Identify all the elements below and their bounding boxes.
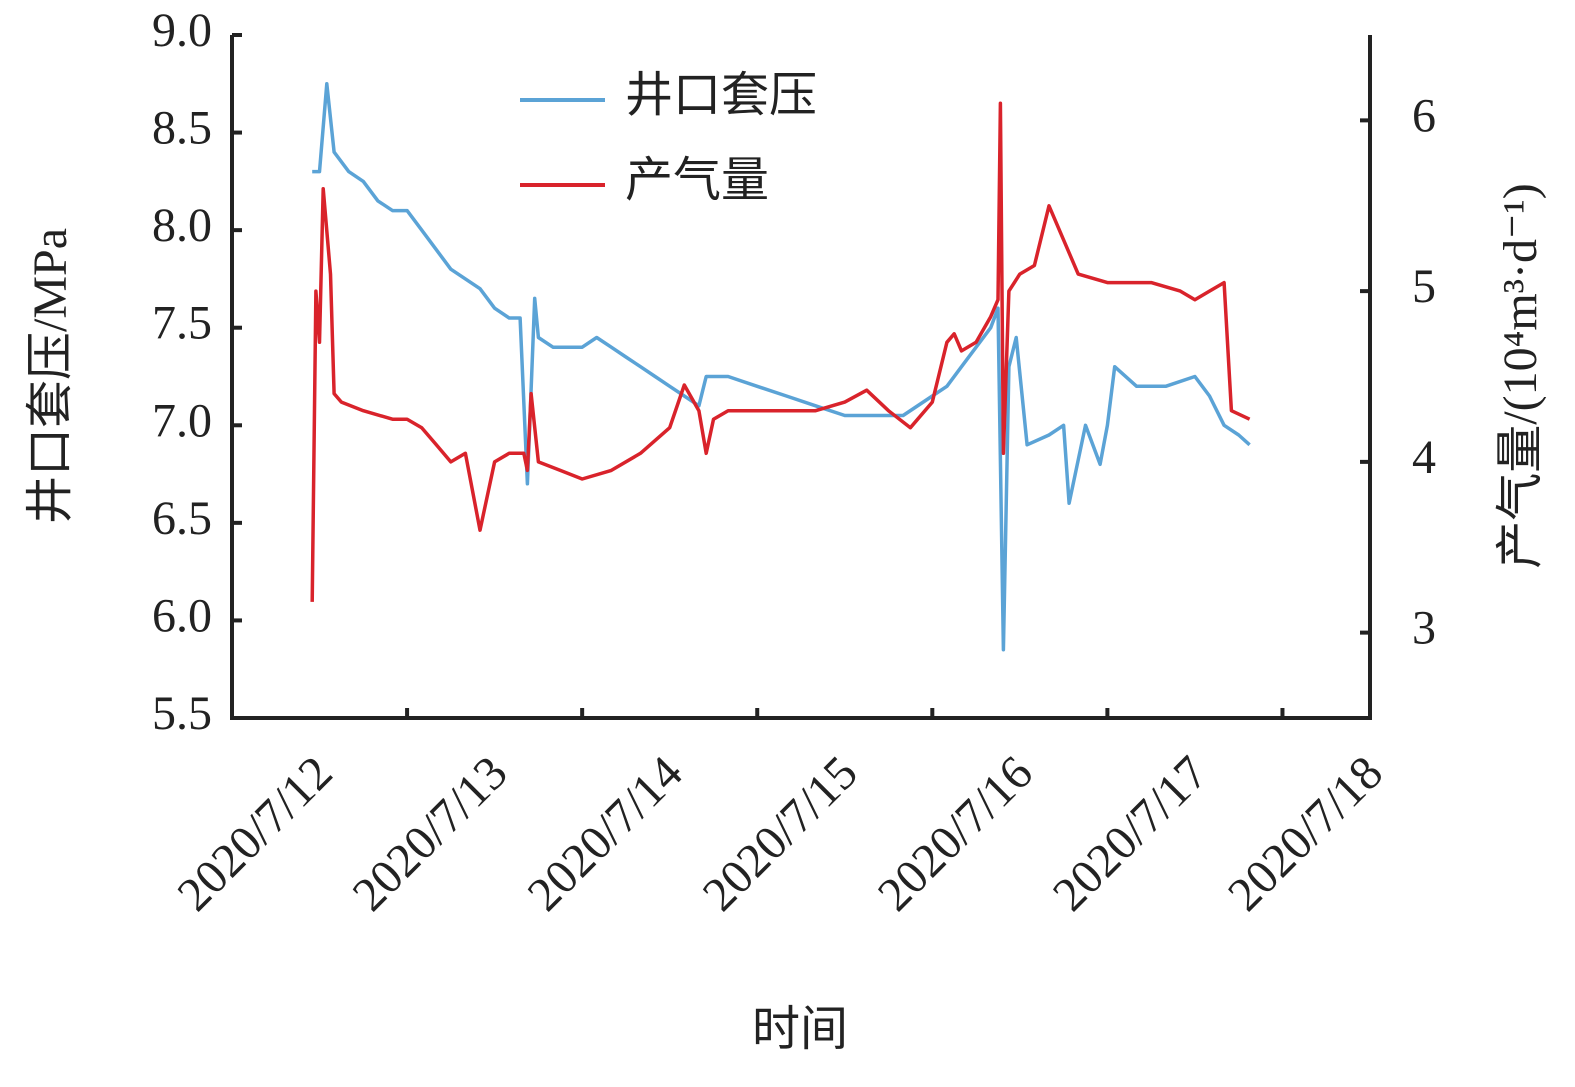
y-tick-label: 7.5 [152,297,212,350]
y-tick-label: 7.0 [152,394,212,447]
y-tick-label: 5.5 [152,687,212,740]
x-tick-label: 2020/7/16 [868,746,1043,921]
y-tick-label: 8.5 [152,102,212,155]
x-axis-label: 时间 [752,1003,848,1056]
y2-tick-label: 5 [1412,260,1436,313]
series-line [312,82,1251,652]
x-tick-label: 2020/7/14 [518,746,693,921]
axis-frame [230,35,1372,720]
y2-tick-label: 4 [1412,431,1436,484]
x-tick-label: 2020/7/15 [693,746,868,921]
y-tick-label: 6.5 [152,492,212,545]
y-tick-label: 6.0 [152,589,212,642]
x-tick-label: 2020/7/17 [1043,746,1218,921]
y-axis-label: 井口套压/MPa [24,228,77,524]
x-tick-label: 2020/7/12 [167,746,342,921]
legend-label: 产气量 [625,154,769,207]
y-tick-label: 8.0 [152,199,212,252]
y-tick-label: 9.0 [152,4,212,57]
series-line [310,101,1251,602]
y2-axis-label: 产气量/(10⁴m³·d⁻¹) [1494,183,1547,568]
x-tick-label: 2020/7/18 [1218,746,1393,921]
x-tick-label: 2020/7/13 [343,746,518,921]
legend-label: 井口套压 [625,69,817,122]
y2-tick-label: 6 [1412,89,1436,142]
y2-tick-label: 3 [1412,602,1436,655]
